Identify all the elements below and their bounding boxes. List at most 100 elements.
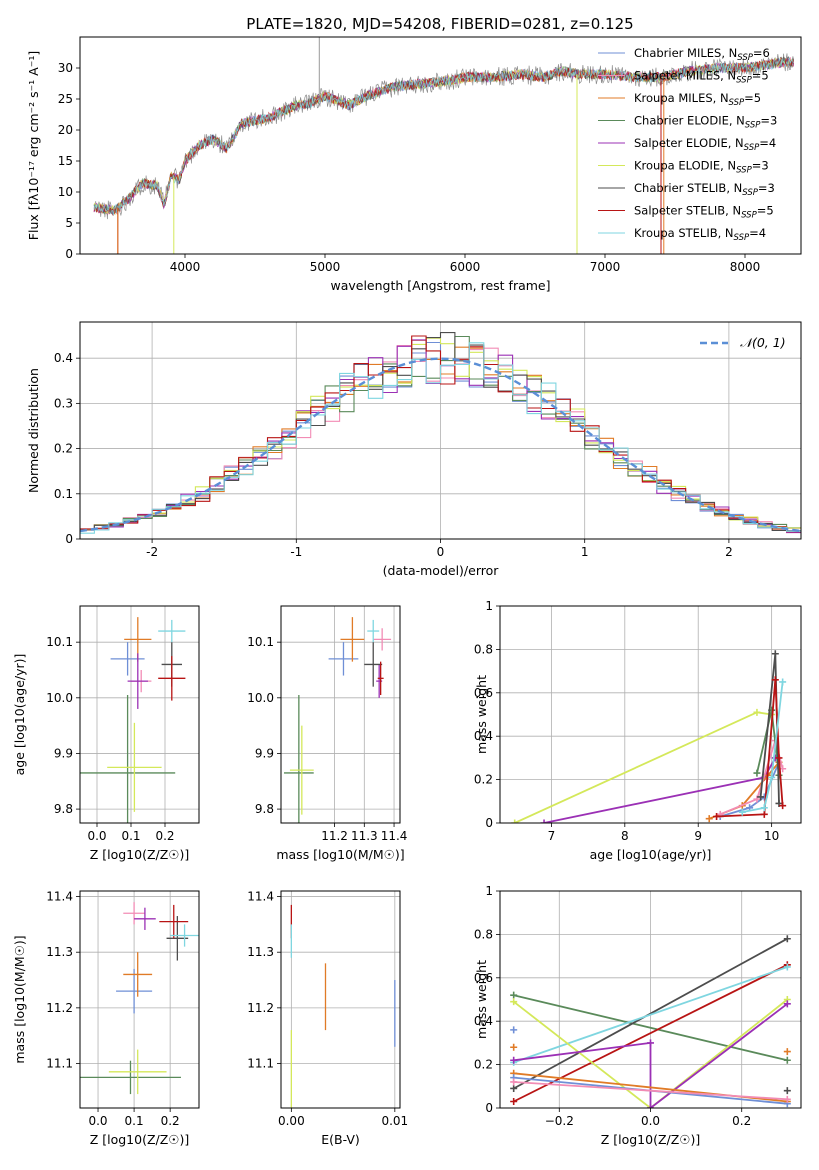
weight-line-salpeter-elodie bbox=[513, 1003, 788, 1108]
legend-entry: 𝒩(0, 1) bbox=[740, 335, 786, 350]
weight-marker bbox=[775, 754, 783, 762]
legend-entry: Kroupa ELODIE, NSSP=3 bbox=[634, 159, 769, 176]
legend-entry: Chabrier ELODIE, NSSP=3 bbox=[634, 114, 777, 131]
plot-frame bbox=[79, 890, 200, 1109]
weight-marker bbox=[713, 812, 721, 820]
weight-marker bbox=[510, 1056, 518, 1064]
weight-line-kroupa-stelib bbox=[742, 681, 784, 813]
weight-marker bbox=[510, 991, 518, 999]
legend-suffix: =3 bbox=[752, 159, 769, 173]
y-tick-label: 11.3 bbox=[46, 945, 73, 959]
x-tick-label: 0.1 bbox=[125, 1114, 144, 1128]
y-tick-label: 0 bbox=[65, 532, 73, 546]
x-axis-label: Z [log10(Z/Z☉)] bbox=[90, 1132, 190, 1147]
y-tick-label: 25 bbox=[58, 92, 73, 106]
weight-line-salpeter-miles bbox=[513, 1081, 788, 1101]
y-tick-label: 0 bbox=[485, 1101, 493, 1115]
x-axis-label: (data-model)/error bbox=[383, 563, 500, 578]
legend-suffix: =5 bbox=[757, 204, 774, 218]
y-tick-label: 11.1 bbox=[247, 1056, 274, 1070]
weight-marker bbox=[510, 998, 518, 1006]
x-tick-label: 7 bbox=[548, 829, 556, 843]
weight-lines bbox=[510, 935, 791, 1108]
mass-weight-vs-age-plot: 7 8 9 10 0 0.2 0.4 0.6 0.8 1 age [log10(age/yr)] ma… bbox=[474, 599, 802, 862]
age-vs-mass-plot: 11.2 11.3 11.4 9.8 9.9 10.0 10.1 mass [log10(M/… bbox=[247, 605, 407, 862]
legend-suffix: =6 bbox=[753, 46, 770, 60]
weight-marker bbox=[738, 808, 746, 816]
weight-marker bbox=[783, 1095, 791, 1103]
legend-entry: Kroupa STELIB, NSSP=4 bbox=[634, 226, 766, 243]
plot-frame bbox=[79, 321, 802, 540]
x-axis-label: mass [log10(M/M☉)] bbox=[276, 847, 404, 862]
y-tick-label: 15 bbox=[58, 154, 73, 168]
legend-label: Kroupa ELODIE, N bbox=[634, 159, 736, 173]
weight-marker bbox=[783, 1048, 791, 1056]
weight-marker bbox=[511, 819, 519, 823]
y-tick-label: 11.2 bbox=[247, 1001, 274, 1015]
mass-vs-z-plot: 0.0 0.1 0.2 11.1 11.2 11.3 11.4 Z [log10(Z/Z☉)]… bbox=[12, 890, 200, 1147]
y-tick-label: 10.0 bbox=[247, 691, 274, 705]
legend-label: Salpeter ELODIE, N bbox=[634, 136, 744, 150]
spectrum-plot: 4000 5000 6000 7000 8000 0 5 10 15 20 25 30 waveleng… bbox=[26, 36, 802, 293]
legend-suffix: =4 bbox=[749, 226, 766, 240]
weight-marker bbox=[753, 795, 761, 803]
legend-entry: Kroupa MILES, NSSP=5 bbox=[634, 91, 761, 108]
y-axis-label: Flux [fλ10⁻¹⁷ erg cm⁻² s⁻¹ A⁻¹] bbox=[26, 51, 41, 240]
legend-sub: SSP bbox=[734, 233, 750, 243]
y-tick-label: 10.0 bbox=[46, 691, 73, 705]
age-vs-z-plot: 0.0 0.1 0.2 9.8 9.9 10.0 10.1 Z [log10(Z/Z☉)] ag… bbox=[12, 605, 200, 862]
legend-entry: Salpeter ELODIE, NSSP=4 bbox=[634, 136, 776, 153]
legend-entry: Chabrier MILES, NSSP=6 bbox=[634, 46, 770, 63]
errorbars bbox=[80, 617, 186, 823]
weight-marker bbox=[779, 802, 787, 810]
spectrum-lines bbox=[93, 37, 795, 254]
plot-frame bbox=[79, 36, 802, 255]
weight-marker bbox=[760, 810, 768, 818]
weight-marker bbox=[753, 708, 761, 716]
weight-marker bbox=[783, 1056, 791, 1064]
weight-line-salpeter-elodie bbox=[543, 757, 777, 823]
legend-sub: SSP bbox=[729, 98, 745, 108]
y-tick-label: 0 bbox=[65, 247, 73, 261]
x-tick-label: 6000 bbox=[450, 260, 481, 274]
x-axis-label: wavelength [Angstrom, rest frame] bbox=[330, 278, 550, 293]
spectrum-legend: Chabrier MILES, NSSP=6 Salpeter MILES, NS… bbox=[598, 46, 777, 243]
y-tick-label: 0.4 bbox=[474, 729, 493, 743]
histogram-kroupa-elodie bbox=[80, 337, 801, 530]
x-tick-label: 0 bbox=[437, 545, 445, 559]
plot-frame bbox=[280, 605, 401, 824]
plot-frame bbox=[280, 890, 401, 1109]
y-axis-label: mass weight bbox=[474, 675, 489, 754]
y-tick-label: 0.2 bbox=[474, 1058, 493, 1072]
residuals-plot: -2 -1 0 1 2 0 0.1 0.2 0.3 0.4 (data-model)/error No… bbox=[26, 321, 802, 578]
weight-lines bbox=[511, 650, 787, 823]
legend-suffix: =3 bbox=[760, 114, 777, 128]
weight-line-chabrier-elodie bbox=[513, 994, 788, 1062]
y-tick-label: 5 bbox=[65, 216, 73, 230]
weight-line-kroupa-elodie bbox=[513, 998, 788, 1108]
weight-marker bbox=[510, 1043, 518, 1051]
weight-marker bbox=[783, 1087, 791, 1095]
legend-sub: SSP bbox=[741, 211, 757, 221]
y-tick-label: 10.1 bbox=[247, 635, 274, 649]
x-tick-label: 0.2 bbox=[732, 1114, 751, 1128]
mass-vs-ebv-plot: 0.00 0.01 11.1 11.2 11.3 11.4 E(B-V) bbox=[247, 890, 408, 1147]
y-tick-label: 0.8 bbox=[474, 642, 493, 656]
plot-frame bbox=[499, 605, 802, 824]
y-tick-label: 0.8 bbox=[474, 927, 493, 941]
x-tick-label: 0.0 bbox=[88, 1114, 107, 1128]
legend-sub: SSP bbox=[737, 53, 753, 63]
legend-sub: SSP bbox=[744, 143, 760, 153]
weight-marker bbox=[510, 1097, 518, 1105]
weight-marker bbox=[647, 1104, 654, 1108]
y-axis-label: age [log10(age/yr)] bbox=[12, 654, 27, 776]
x-tick-label: 9 bbox=[694, 829, 702, 843]
legend-sub: SSP bbox=[742, 188, 758, 198]
weight-marker bbox=[705, 815, 713, 823]
y-axis-label: mass [log10(M/M☉)] bbox=[12, 935, 27, 1063]
legend-entry: Salpeter MILES, NSSP=5 bbox=[634, 69, 769, 86]
normal-curve bbox=[80, 357, 801, 533]
y-axis-label: Normed distribution bbox=[26, 368, 41, 493]
x-tick-label: 8000 bbox=[730, 260, 761, 274]
